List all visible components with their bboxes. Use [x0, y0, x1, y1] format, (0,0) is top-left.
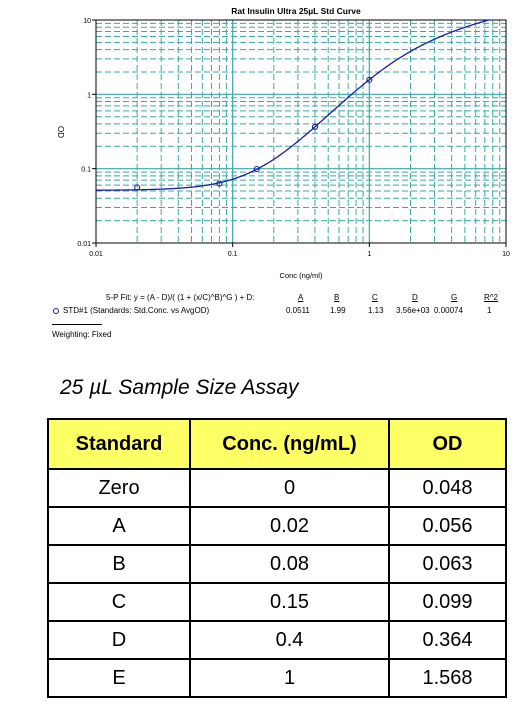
cell-conc: 0.02 [189, 506, 390, 546]
chart-title: Rat Insulin Ultra 25µL Std Curve [231, 6, 361, 16]
fit-curve [96, 19, 490, 191]
table-row: B 0.08 0.063 [47, 544, 507, 584]
fit-value-b: 1.99 [330, 306, 346, 315]
fit-value-a: 0.0511 [286, 306, 310, 315]
table-row: E 1 1.568 [47, 658, 507, 698]
y-tick-label: 1 [87, 92, 91, 99]
data-point [253, 165, 260, 173]
data-point [216, 180, 223, 187]
fit-header-d: D [412, 293, 418, 302]
standard-curve-chart: 0.01 0.1 1 10 0.01 0.1 1 10 Rat Insulin Ultra 2… [56, 6, 510, 280]
cell-standard: C [47, 582, 191, 622]
fit-header-g: G [451, 293, 458, 302]
cell-od: 0.364 [388, 620, 507, 660]
header-standard: Standard [47, 418, 191, 470]
cell-od: 1.568 [388, 658, 507, 698]
fit-info: 5-P Fit: y = (A - D)/( (1 + (x/C)^B)^G )… [0, 290, 530, 350]
standards-table: Standard Conc. (ng/mL) OD Zero 0 0.048 A… [47, 418, 507, 698]
cell-od: 0.048 [388, 468, 507, 508]
table-row: D 0.4 0.364 [47, 620, 507, 660]
header-od: OD [388, 418, 507, 470]
axis-ticks: 0.01 0.1 1 10 0.01 0.1 1 10 [77, 18, 510, 258]
legend-label: STD#1 (Standards: Std.Conc. vs AvgOD) [63, 306, 210, 315]
fit-equation: 5-P Fit: y = (A - D)/( (1 + (x/C)^B)^G )… [106, 293, 255, 302]
fit-value-c: 1.13 [368, 306, 384, 315]
cell-standard: B [47, 544, 191, 584]
x-axis-label: Conc (ng/ml) [280, 271, 323, 280]
y-tick-label: 0.01 [77, 241, 91, 248]
table-row: A 0.02 0.056 [47, 506, 507, 546]
plot-frame [95, 19, 507, 244]
data-point [134, 184, 141, 191]
y-tick-label: 10 [83, 18, 91, 25]
data-points [134, 76, 373, 191]
table-header-row: Standard Conc. (ng/mL) OD [47, 418, 507, 470]
section-title: 25 µL Sample Size Assay [60, 376, 299, 399]
fit-header-a: A [298, 293, 304, 302]
cell-conc: 0.08 [189, 544, 390, 584]
x-tick-label: 0.1 [228, 251, 238, 258]
y-axis-label: OD [56, 126, 65, 138]
weighting-label: Weighting: Fixed [52, 330, 112, 339]
fit-value-g: 0.00074 [434, 306, 463, 315]
cell-od: 0.099 [388, 582, 507, 622]
cell-conc: 1 [189, 658, 390, 698]
cell-od: 0.056 [388, 506, 507, 546]
cell-standard: Zero [47, 468, 191, 508]
fit-header-r2: R^2 [484, 293, 498, 302]
table-row: Zero 0 0.048 [47, 468, 507, 508]
fit-header-b: B [334, 293, 340, 302]
weighting-divider [52, 324, 102, 325]
cell-od: 0.063 [388, 544, 507, 584]
grid-lines [96, 20, 506, 243]
fit-value-d: 3.56e+03 [396, 306, 430, 315]
x-tick-label: 10 [502, 251, 510, 258]
cell-conc: 0.15 [189, 582, 390, 622]
data-point [311, 123, 318, 131]
x-tick-label: 1 [367, 251, 371, 258]
legend-marker [53, 308, 59, 314]
x-tick-label: 0.01 [89, 251, 103, 258]
table-row: C 0.15 0.099 [47, 582, 507, 622]
fit-value-r2: 1 [487, 306, 492, 315]
fit-header-c: C [372, 293, 378, 302]
header-conc: Conc. (ng/mL) [189, 418, 390, 470]
data-point [366, 76, 373, 83]
y-tick-label: 0.1 [81, 167, 91, 174]
cell-standard: A [47, 506, 191, 546]
cell-conc: 0 [189, 468, 390, 508]
cell-conc: 0.4 [189, 620, 390, 660]
cell-standard: D [47, 620, 191, 660]
cell-standard: E [47, 658, 191, 698]
